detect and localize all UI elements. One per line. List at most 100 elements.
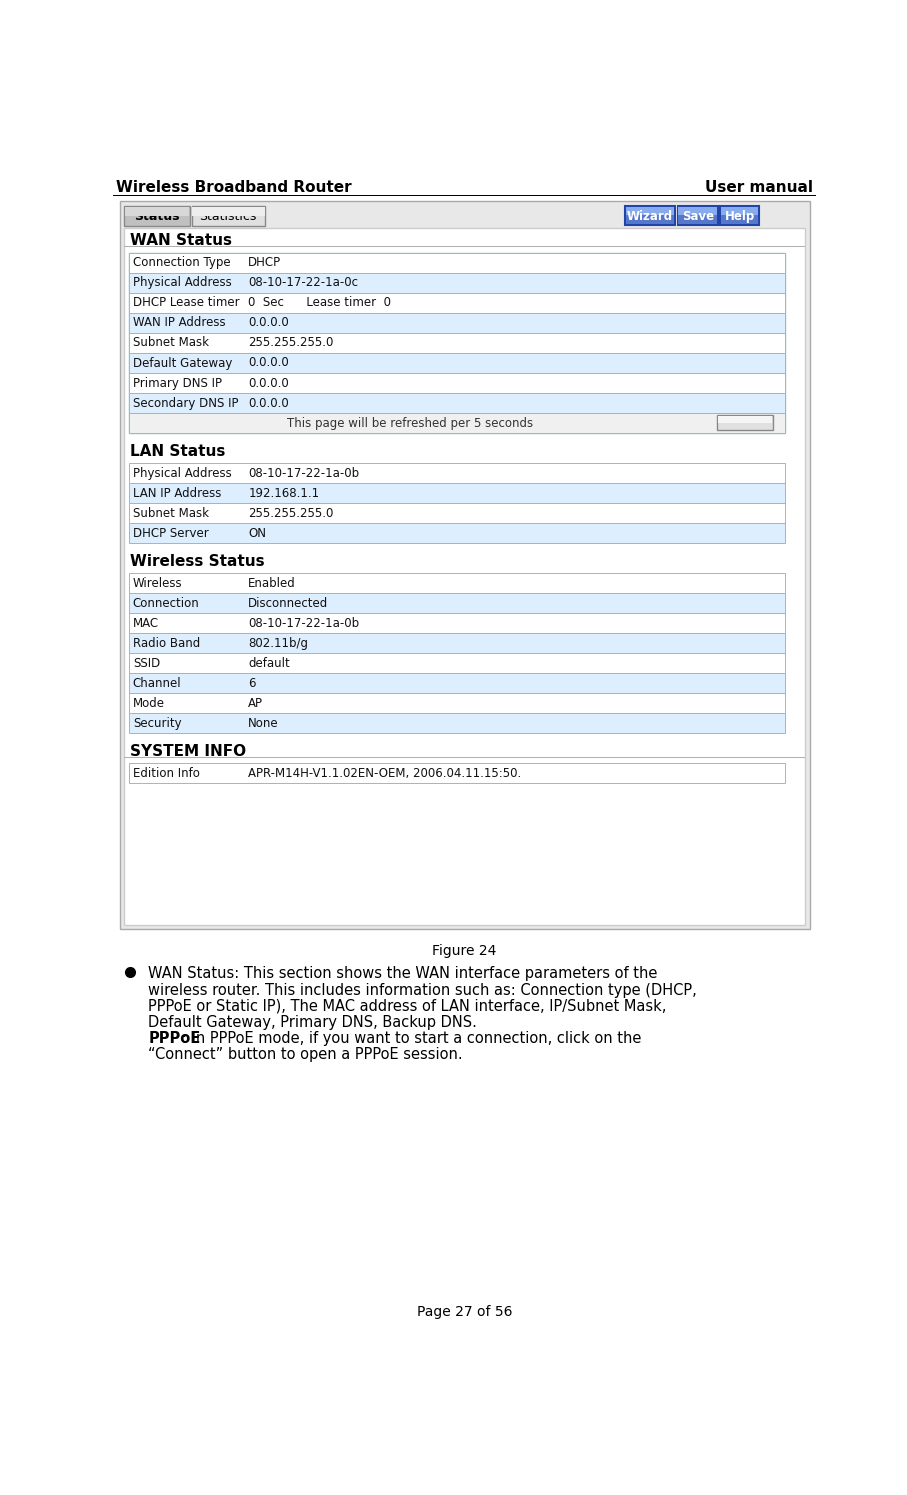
Bar [129, 573, 785, 594]
Bar [125, 208, 190, 217]
Text: 6: 6 [249, 677, 256, 689]
Text: Wireless Status: Wireless Status [131, 553, 265, 568]
Text: 255.255.255.0: 255.255.255.0 [249, 507, 334, 520]
Text: Connection: Connection [132, 597, 200, 610]
Text: Channel: Channel [132, 677, 181, 689]
Text: PPPoE: PPPoE [148, 1032, 200, 1046]
Text: APR-M14H-V1.1.02EN-OEM, 2006.04.11.15:50.: APR-M14H-V1.1.02EN-OEM, 2006.04.11.15:50… [249, 767, 522, 780]
Text: LAN IP Address: LAN IP Address [132, 487, 221, 499]
Text: Physical Address: Physical Address [132, 277, 231, 290]
Bar [129, 762, 785, 783]
Bar [120, 200, 810, 928]
Bar [129, 483, 785, 502]
Bar [129, 312, 785, 332]
Text: Connection Type: Connection Type [132, 257, 230, 269]
Text: Wireless Broadband Router: Wireless Broadband Router [116, 181, 352, 196]
Text: PPPoE or Static IP), The MAC address of LAN interface, IP/Subnet Mask,: PPPoE or Static IP), The MAC address of … [148, 999, 667, 1014]
Text: 0  Sec      Lease timer  0: 0 Sec Lease timer 0 [249, 296, 391, 309]
Text: 0.0.0.0: 0.0.0.0 [249, 377, 289, 390]
Bar [129, 393, 785, 413]
Text: 0.0.0.0: 0.0.0.0 [249, 356, 289, 369]
Bar [678, 206, 717, 224]
Text: WAN Status: This section shows the WAN interface parameters of the: WAN Status: This section shows the WAN i… [148, 966, 658, 981]
Text: User manual: User manual [706, 181, 814, 196]
Bar [191, 206, 265, 226]
Text: Figure 24: Figure 24 [433, 943, 497, 958]
Bar [129, 463, 785, 483]
Text: Default Gateway: Default Gateway [132, 356, 232, 369]
Text: Connect: Connect [721, 419, 769, 431]
Bar [626, 215, 675, 224]
Text: WAN Status: WAN Status [131, 233, 232, 248]
Text: DHCP Server: DHCP Server [132, 526, 209, 540]
Bar [129, 413, 785, 432]
Bar [129, 332, 785, 353]
Text: default: default [249, 656, 290, 670]
Text: Status: Status [134, 211, 180, 223]
Text: LAN Status: LAN Status [131, 444, 226, 459]
Text: Subnet Mask: Subnet Mask [132, 336, 209, 350]
Text: None: None [249, 718, 278, 730]
Bar [124, 227, 805, 925]
Bar [626, 208, 675, 215]
Text: Subnet Mask: Subnet Mask [132, 507, 209, 520]
Text: Wizard: Wizard [627, 209, 673, 223]
Text: WAN IP Address: WAN IP Address [132, 317, 225, 329]
Text: Help: Help [725, 209, 755, 223]
Bar [129, 653, 785, 673]
Text: 192.168.1.1: 192.168.1.1 [249, 487, 319, 499]
Text: DHCP: DHCP [249, 257, 281, 269]
Text: “Connect” button to open a PPPoE session.: “Connect” button to open a PPPoE session… [148, 1046, 463, 1061]
Bar [717, 416, 773, 431]
Text: DHCP Lease timer: DHCP Lease timer [132, 296, 239, 309]
Bar [129, 673, 785, 694]
Text: 0.0.0.0: 0.0.0.0 [249, 396, 289, 410]
Text: AP: AP [249, 697, 263, 710]
Bar [721, 215, 758, 224]
Text: 08-10-17-22-1a-0b: 08-10-17-22-1a-0b [249, 617, 359, 629]
Text: Save: Save [682, 209, 714, 223]
Bar [129, 594, 785, 613]
Text: Wireless: Wireless [132, 577, 182, 589]
Bar [192, 208, 265, 217]
Text: Edition Info: Edition Info [132, 767, 200, 780]
Text: 08-10-17-22-1a-0c: 08-10-17-22-1a-0c [249, 277, 358, 290]
Text: SSID: SSID [132, 656, 160, 670]
Text: Disconnected: Disconnected [249, 597, 328, 610]
Text: 08-10-17-22-1a-0b: 08-10-17-22-1a-0b [249, 466, 359, 480]
Text: SYSTEM INFO: SYSTEM INFO [131, 745, 247, 759]
Text: This page will be refreshed per 5 seconds: This page will be refreshed per 5 second… [288, 417, 533, 431]
Bar [129, 713, 785, 733]
Bar [717, 416, 772, 423]
Bar [129, 502, 785, 523]
Bar [129, 272, 785, 293]
Bar [129, 613, 785, 632]
Text: Secondary DNS IP: Secondary DNS IP [132, 396, 239, 410]
Bar [129, 253, 785, 272]
Text: Physical Address: Physical Address [132, 466, 231, 480]
Bar [678, 208, 717, 215]
Text: : In PPPoE mode, if you want to start a connection, click on the: : In PPPoE mode, if you want to start a … [181, 1032, 641, 1046]
Bar [721, 208, 758, 215]
Bar [625, 206, 675, 224]
Bar [129, 523, 785, 543]
Text: Radio Band: Radio Band [132, 637, 200, 650]
Text: 802.11b/g: 802.11b/g [249, 637, 308, 650]
Text: 0.0.0.0: 0.0.0.0 [249, 317, 289, 329]
Text: Primary DNS IP: Primary DNS IP [132, 377, 221, 390]
Text: Default Gateway, Primary DNS, Backup DNS.: Default Gateway, Primary DNS, Backup DNS… [148, 1015, 477, 1030]
Text: MAC: MAC [132, 617, 159, 629]
Bar [129, 694, 785, 713]
Text: Security: Security [132, 718, 181, 730]
Text: Statistics: Statistics [200, 211, 257, 223]
Bar [129, 293, 785, 312]
Text: Page 27 of 56: Page 27 of 56 [416, 1305, 512, 1319]
Bar [129, 632, 785, 653]
Bar [124, 206, 190, 226]
Bar [113, 179, 816, 194]
Text: Mode: Mode [132, 697, 165, 710]
Text: ON: ON [249, 526, 267, 540]
Text: wireless router. This includes information such as: Connection type (DHCP,: wireless router. This includes informati… [148, 982, 697, 997]
Bar [678, 215, 717, 224]
Text: Enabled: Enabled [249, 577, 296, 589]
